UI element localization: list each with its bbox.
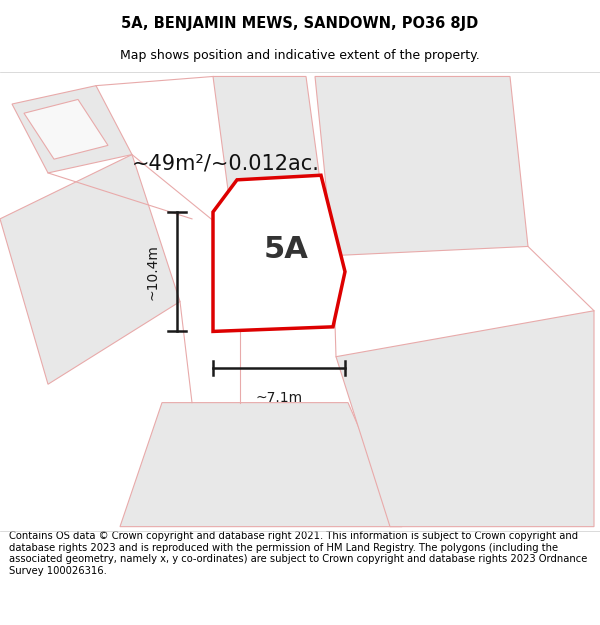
Polygon shape	[0, 154, 180, 384]
Text: ~49m²/~0.012ac.: ~49m²/~0.012ac.	[132, 154, 320, 174]
Polygon shape	[12, 86, 132, 173]
Polygon shape	[213, 76, 333, 281]
Polygon shape	[213, 175, 345, 331]
Text: ~10.4m: ~10.4m	[145, 244, 159, 299]
Text: 5A, BENJAMIN MEWS, SANDOWN, PO36 8JD: 5A, BENJAMIN MEWS, SANDOWN, PO36 8JD	[121, 16, 479, 31]
Polygon shape	[24, 99, 108, 159]
Text: 5A: 5A	[263, 235, 308, 264]
Text: Contains OS data © Crown copyright and database right 2021. This information is : Contains OS data © Crown copyright and d…	[9, 531, 587, 576]
Polygon shape	[315, 76, 528, 256]
Polygon shape	[336, 311, 594, 527]
Text: ~7.1m: ~7.1m	[256, 391, 302, 405]
Polygon shape	[120, 402, 402, 527]
Text: Map shows position and indicative extent of the property.: Map shows position and indicative extent…	[120, 49, 480, 62]
